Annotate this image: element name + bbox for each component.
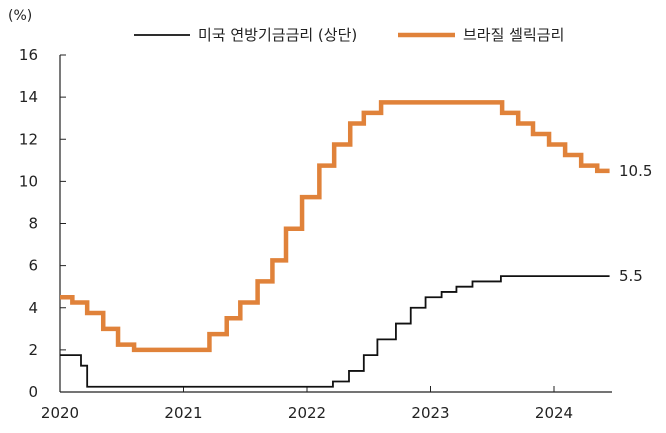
end-value-label: 10.5 — [619, 162, 652, 180]
x-tick-label: 2021 — [164, 404, 202, 422]
y-tick-label: 0 — [28, 383, 38, 401]
y-tick-label: 2 — [28, 341, 38, 359]
y-tick-label: 14 — [19, 88, 38, 106]
legend-label: 미국 연방기금금리 (상단) — [198, 26, 357, 44]
y-tick-label: 6 — [28, 257, 38, 275]
x-tick-label: 2024 — [535, 404, 573, 422]
y-unit-label: (%) — [8, 8, 32, 24]
end-labels: 5.5 10.5 — [619, 162, 652, 285]
y-tick-label: 10 — [19, 172, 38, 190]
x-tick-label: 2023 — [411, 404, 449, 422]
x-tick-label: 2020 — [41, 404, 79, 422]
y-tick-label: 12 — [19, 130, 38, 148]
series-group — [60, 100, 610, 388]
series-line-brazil-selic — [60, 100, 610, 353]
legend-label: 브라질 셀릭금리 — [463, 26, 564, 44]
legend: 미국 연방기금금리 (상단) 브라질 셀릭금리 — [134, 26, 564, 44]
y-tick-label: 16 — [19, 46, 38, 64]
y-tick-label: 4 — [28, 299, 38, 317]
x-tick-label: 2022 — [288, 404, 326, 422]
y-axis-group: 0 2 4 6 8 10 12 14 16 — [19, 46, 66, 401]
y-tick-label: 8 — [28, 215, 38, 233]
x-axis-group: 2020 2021 2022 2023 2024 — [41, 386, 612, 422]
series-line-us-fed-rate — [60, 275, 610, 388]
end-value-label: 5.5 — [619, 267, 643, 285]
